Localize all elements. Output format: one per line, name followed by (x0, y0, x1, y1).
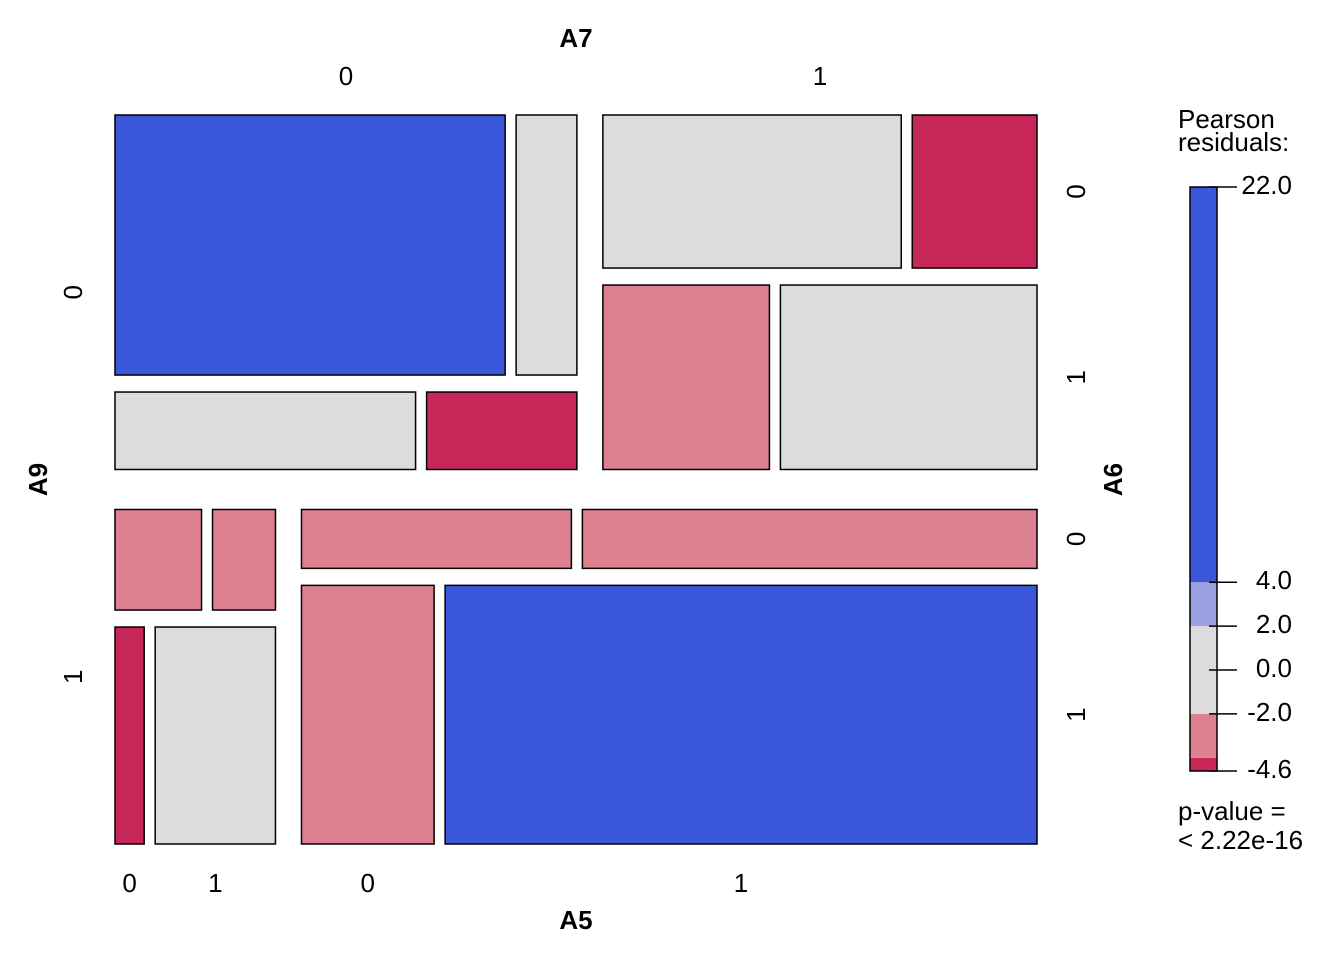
level-label: 1 (813, 61, 827, 91)
legend-tick-label: -4.6 (1247, 754, 1292, 784)
tile (300, 508, 573, 570)
level-label: 1 (208, 868, 222, 898)
tile (581, 508, 1038, 570)
p-value-label: p-value = (1178, 796, 1286, 826)
legend-tick-label: 4.0 (1256, 565, 1292, 595)
legend-band (1190, 187, 1217, 583)
tile (114, 114, 506, 376)
level-label: 0 (361, 868, 375, 898)
axis-title: A9 (23, 463, 53, 496)
tile (300, 584, 435, 845)
legend-tick-label: 0.0 (1256, 653, 1292, 683)
level-label: 0 (122, 868, 136, 898)
level-label: 0 (339, 61, 353, 91)
tile (602, 114, 902, 269)
tile (515, 114, 578, 376)
tile (911, 114, 1038, 269)
tile (114, 508, 203, 611)
tile (211, 508, 277, 611)
legend-frame (1189, 186, 1218, 772)
tile (154, 626, 277, 845)
legend-tick-label: -2.0 (1247, 697, 1292, 727)
legend-band (1190, 713, 1217, 758)
legend-tick-label: 22.0 (1241, 170, 1292, 200)
axis-title: A5 (559, 905, 592, 935)
legend-title: Pearson residuals: (1178, 104, 1290, 157)
level-label: 1 (1061, 707, 1091, 721)
level-label: 1 (734, 868, 748, 898)
axis-title: A6 (1098, 463, 1128, 496)
tile (114, 391, 417, 471)
level-label: 0 (1061, 532, 1091, 546)
tile (602, 284, 771, 471)
level-label: 1 (58, 670, 88, 684)
p-value: < 2.22e-16 (1178, 825, 1304, 855)
legend-band (1190, 757, 1217, 771)
level-label: 0 (1061, 184, 1091, 198)
tile (425, 391, 578, 471)
tile (114, 626, 145, 845)
axis-title: A7 (559, 23, 592, 53)
legend-tick-label: 2.0 (1256, 609, 1292, 639)
level-label: 0 (58, 285, 88, 299)
tile (444, 584, 1038, 845)
legend-band (1190, 582, 1217, 627)
level-label: 1 (1061, 370, 1091, 384)
tile (779, 284, 1038, 471)
